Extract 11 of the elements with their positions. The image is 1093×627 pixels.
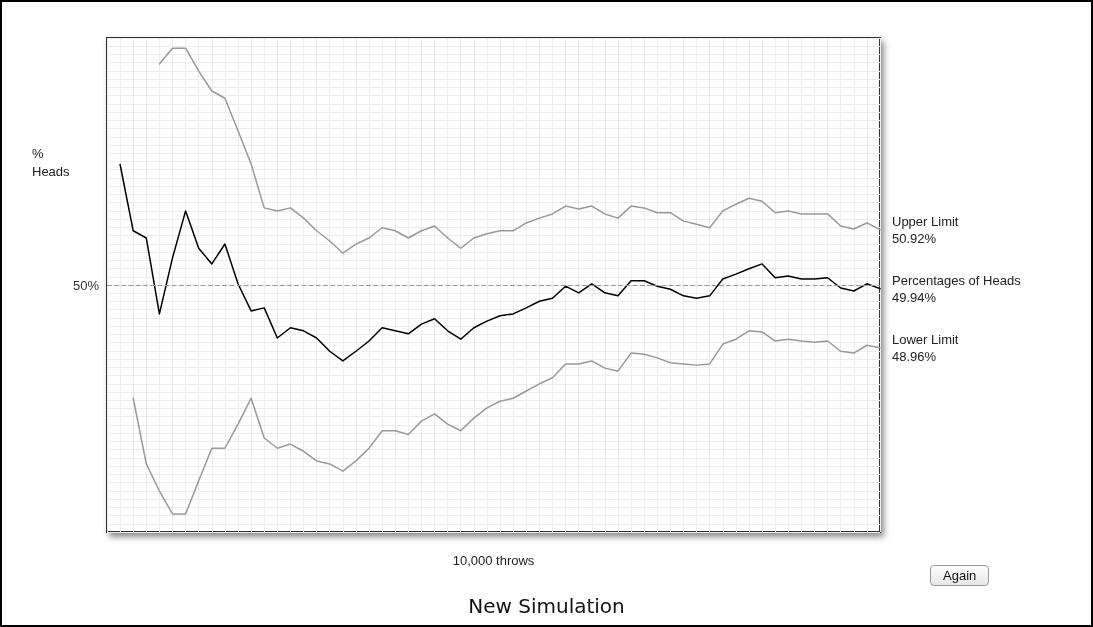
series-label: Lower Limit	[892, 331, 959, 347]
data-label: 48.96%	[892, 348, 937, 364]
series-label: Upper Limit	[892, 213, 959, 229]
data-label: 50.92%	[892, 230, 937, 246]
data-label: 49.94%	[892, 289, 937, 305]
series-label: Percentages of Heads	[892, 272, 1022, 288]
ref-line-label: 50%	[72, 277, 100, 293]
y-axis-title: % Heads	[32, 145, 71, 179]
x-axis-title: 10,000 throws	[452, 553, 535, 568]
text: New Simulation	[468, 594, 625, 618]
text: Again	[930, 565, 990, 586]
